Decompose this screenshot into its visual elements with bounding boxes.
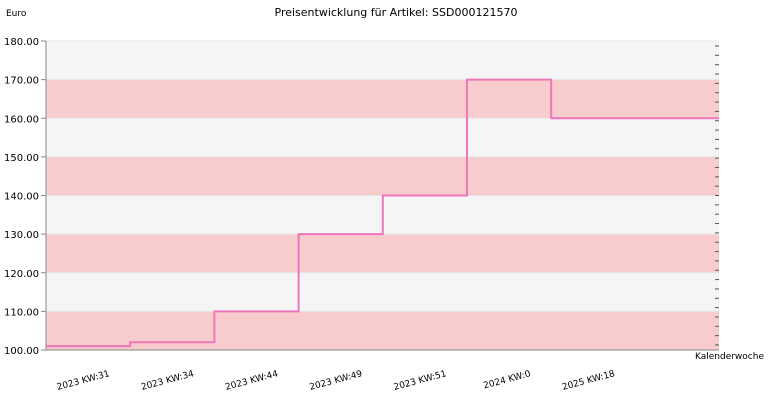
- x-axis-label: Kalenderwoche: [695, 352, 764, 362]
- x-tick-label: 2025 KW:18: [561, 369, 616, 393]
- price-line: [46, 78, 719, 348]
- y-tick-label: 160.00: [4, 114, 39, 125]
- band-1: [46, 272, 719, 312]
- band-4: [46, 156, 719, 196]
- y-tick-label: 100.00: [4, 346, 39, 357]
- y-tick-label: 180.00: [4, 37, 39, 48]
- y-tick-label: 140.00: [4, 192, 39, 203]
- x-tick-label: 2023 KW:34: [140, 369, 195, 393]
- band-0: [46, 311, 719, 350]
- price-series: [46, 78, 719, 348]
- band-2: [46, 234, 719, 273]
- y-tick-label: 170.00: [4, 76, 39, 87]
- band-5: [46, 118, 719, 157]
- x-tick-label: 2023 KW:51: [393, 369, 448, 393]
- x-tick-label: 2023 KW:44: [224, 369, 279, 393]
- chart-title: Preisentwicklung für Artikel: SSD0001215…: [275, 6, 518, 19]
- y-tick-label: 130.00: [4, 230, 39, 241]
- x-tick-label: 2024 KW:0: [482, 369, 532, 391]
- y-axis-label: Euro: [6, 9, 27, 19]
- y-axis-ticks: 100.00 110.00 120.00 130.00 140.00 150.00 160.…: [4, 37, 719, 357]
- x-axis-ticks: 2023 KW:31 2023 KW:34 2023 KW:44 2023 KW:49…: [46, 349, 719, 393]
- y-tick-label: 110.00: [4, 307, 39, 318]
- y-tick-label: 120.00: [4, 269, 39, 280]
- band-7: [46, 41, 719, 80]
- y-tick-label: 150.00: [4, 153, 39, 164]
- x-tick-label: 2023 KW:49: [309, 369, 364, 393]
- x-tick-label: 2023 KW:31: [56, 369, 111, 393]
- band-6: [46, 79, 719, 119]
